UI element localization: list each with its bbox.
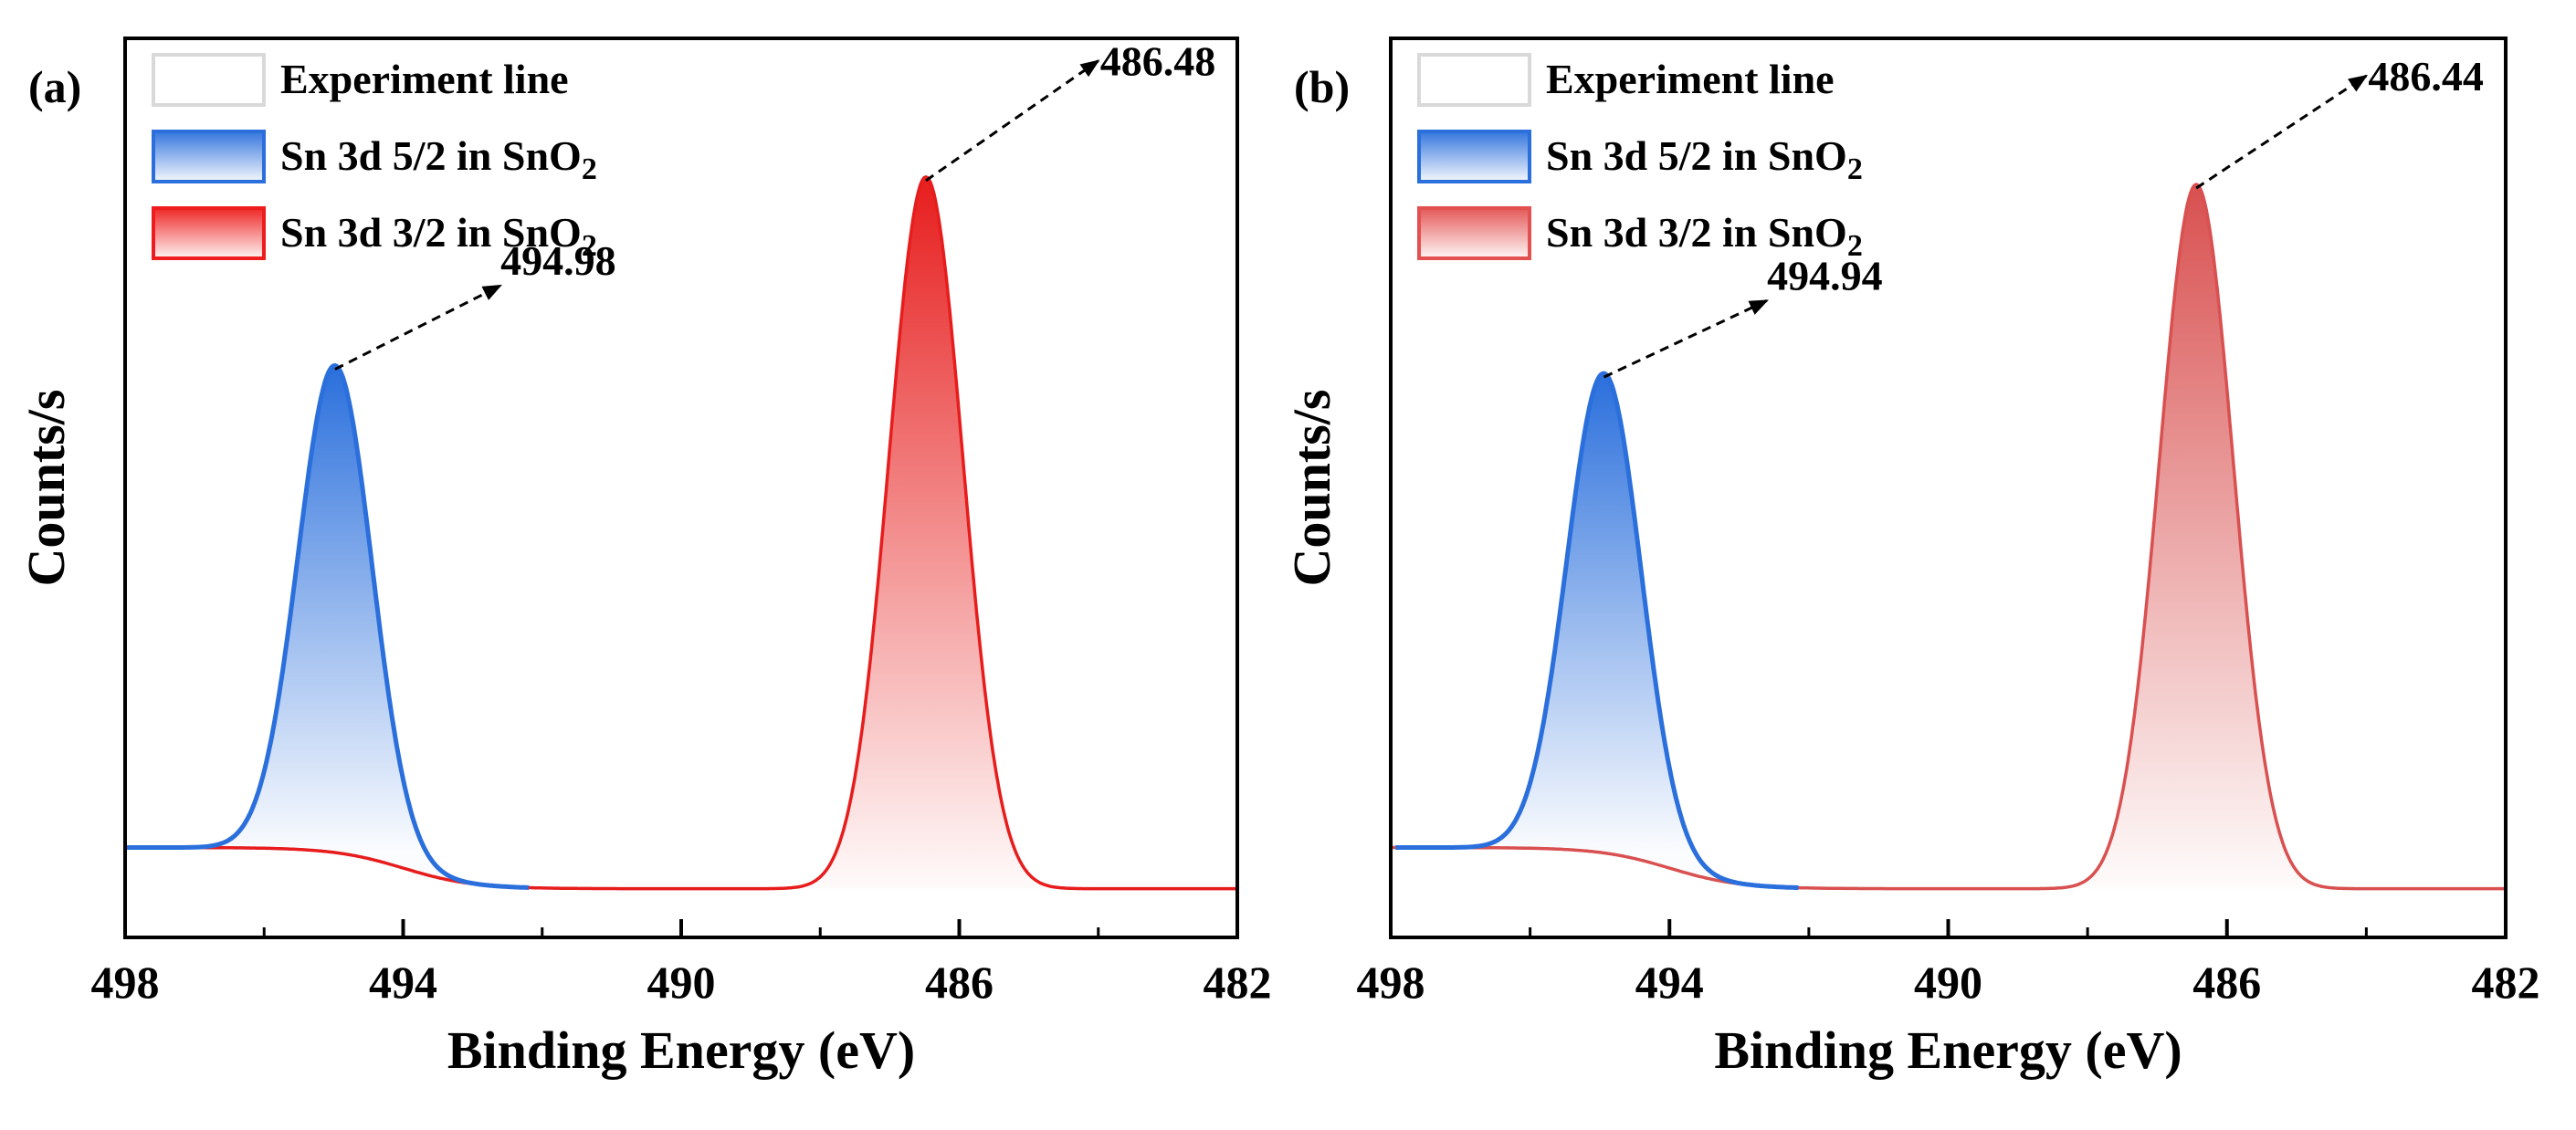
legend-label: Sn 3d 3/2 in SnO2 — [280, 209, 597, 263]
legend-swatch — [152, 53, 266, 107]
legend-label: Sn 3d 5/2 in SnO2 — [280, 132, 597, 186]
x-tick-label: 482 — [2472, 957, 2540, 1008]
legend-swatch — [152, 206, 266, 260]
chart-panel-a: 498 494 490 486 482 Binding Energy (eV) Counts… — [16, 37, 1272, 1080]
peak-annotation-arrow — [925, 59, 1100, 183]
y-axis-title: Counts/s — [1282, 390, 1341, 587]
legend-swatch — [152, 130, 266, 183]
peak-annotation-label: 494.98 — [500, 237, 616, 284]
panel-label: (a) — [28, 61, 81, 112]
x-axis-title: Binding Energy (eV) — [447, 1020, 915, 1080]
legend-swatch — [1417, 53, 1531, 107]
peak-fill-sn3d52 — [169, 365, 502, 887]
peak-fill-sn3d52 — [1436, 373, 1771, 887]
x-axis-title: Binding Energy (eV) — [1714, 1020, 2182, 1080]
legend-label: Experiment line — [280, 56, 569, 102]
x-tick-label: 482 — [1204, 957, 1272, 1008]
x-tick-label: 498 — [1357, 957, 1425, 1008]
series-line-sn3d52 — [1395, 371, 1799, 891]
peak-annotation-label: 486.48 — [1100, 38, 1216, 85]
x-tick-label: 494 — [369, 957, 437, 1008]
peak-fill-sn3d32 — [759, 176, 1091, 889]
series-line-sn3d32 — [1391, 183, 2506, 891]
x-tick-label: 498 — [91, 957, 160, 1008]
legend-label: Sn 3d 3/2 in SnO2 — [1546, 209, 1863, 263]
x-tick-label: 494 — [1635, 957, 1704, 1008]
x-tick-label: 490 — [1914, 957, 1982, 1008]
legend-swatch — [1417, 130, 1531, 183]
peak-annotation-label: 494.94 — [1767, 252, 1882, 298]
peak-annotation-arrow — [2195, 74, 2369, 190]
legend-label: Experiment line — [1546, 56, 1835, 102]
legend: Experiment line Sn 3d 5/2 in SnO2 Sn 3d 3/… — [1417, 53, 1863, 263]
peak-fill-sn3d32 — [2029, 184, 2362, 889]
peak-annotation-label: 486.44 — [2368, 53, 2484, 99]
legend: Experiment line Sn 3d 5/2 in SnO2 Sn 3d 3/… — [152, 53, 597, 263]
peak-annotation-arrow — [334, 284, 502, 371]
y-axis-title: Counts/s — [16, 390, 76, 587]
series-line-sn3d52 — [126, 362, 530, 890]
x-tick-label: 486 — [925, 957, 994, 1008]
x-tick-label: 490 — [647, 957, 716, 1008]
peak-annotation-arrow — [1603, 298, 1769, 379]
x-tick-label: 486 — [2192, 957, 2261, 1008]
chart-panel-b: 498 494 490 486 482 Binding Energy (eV) Counts… — [1282, 37, 2540, 1080]
legend-swatch — [1417, 206, 1531, 260]
series-line-sn3d32 — [125, 175, 1237, 891]
panel-label: (b) — [1294, 61, 1350, 112]
legend-label: Sn 3d 5/2 in SnO2 — [1546, 132, 1863, 186]
